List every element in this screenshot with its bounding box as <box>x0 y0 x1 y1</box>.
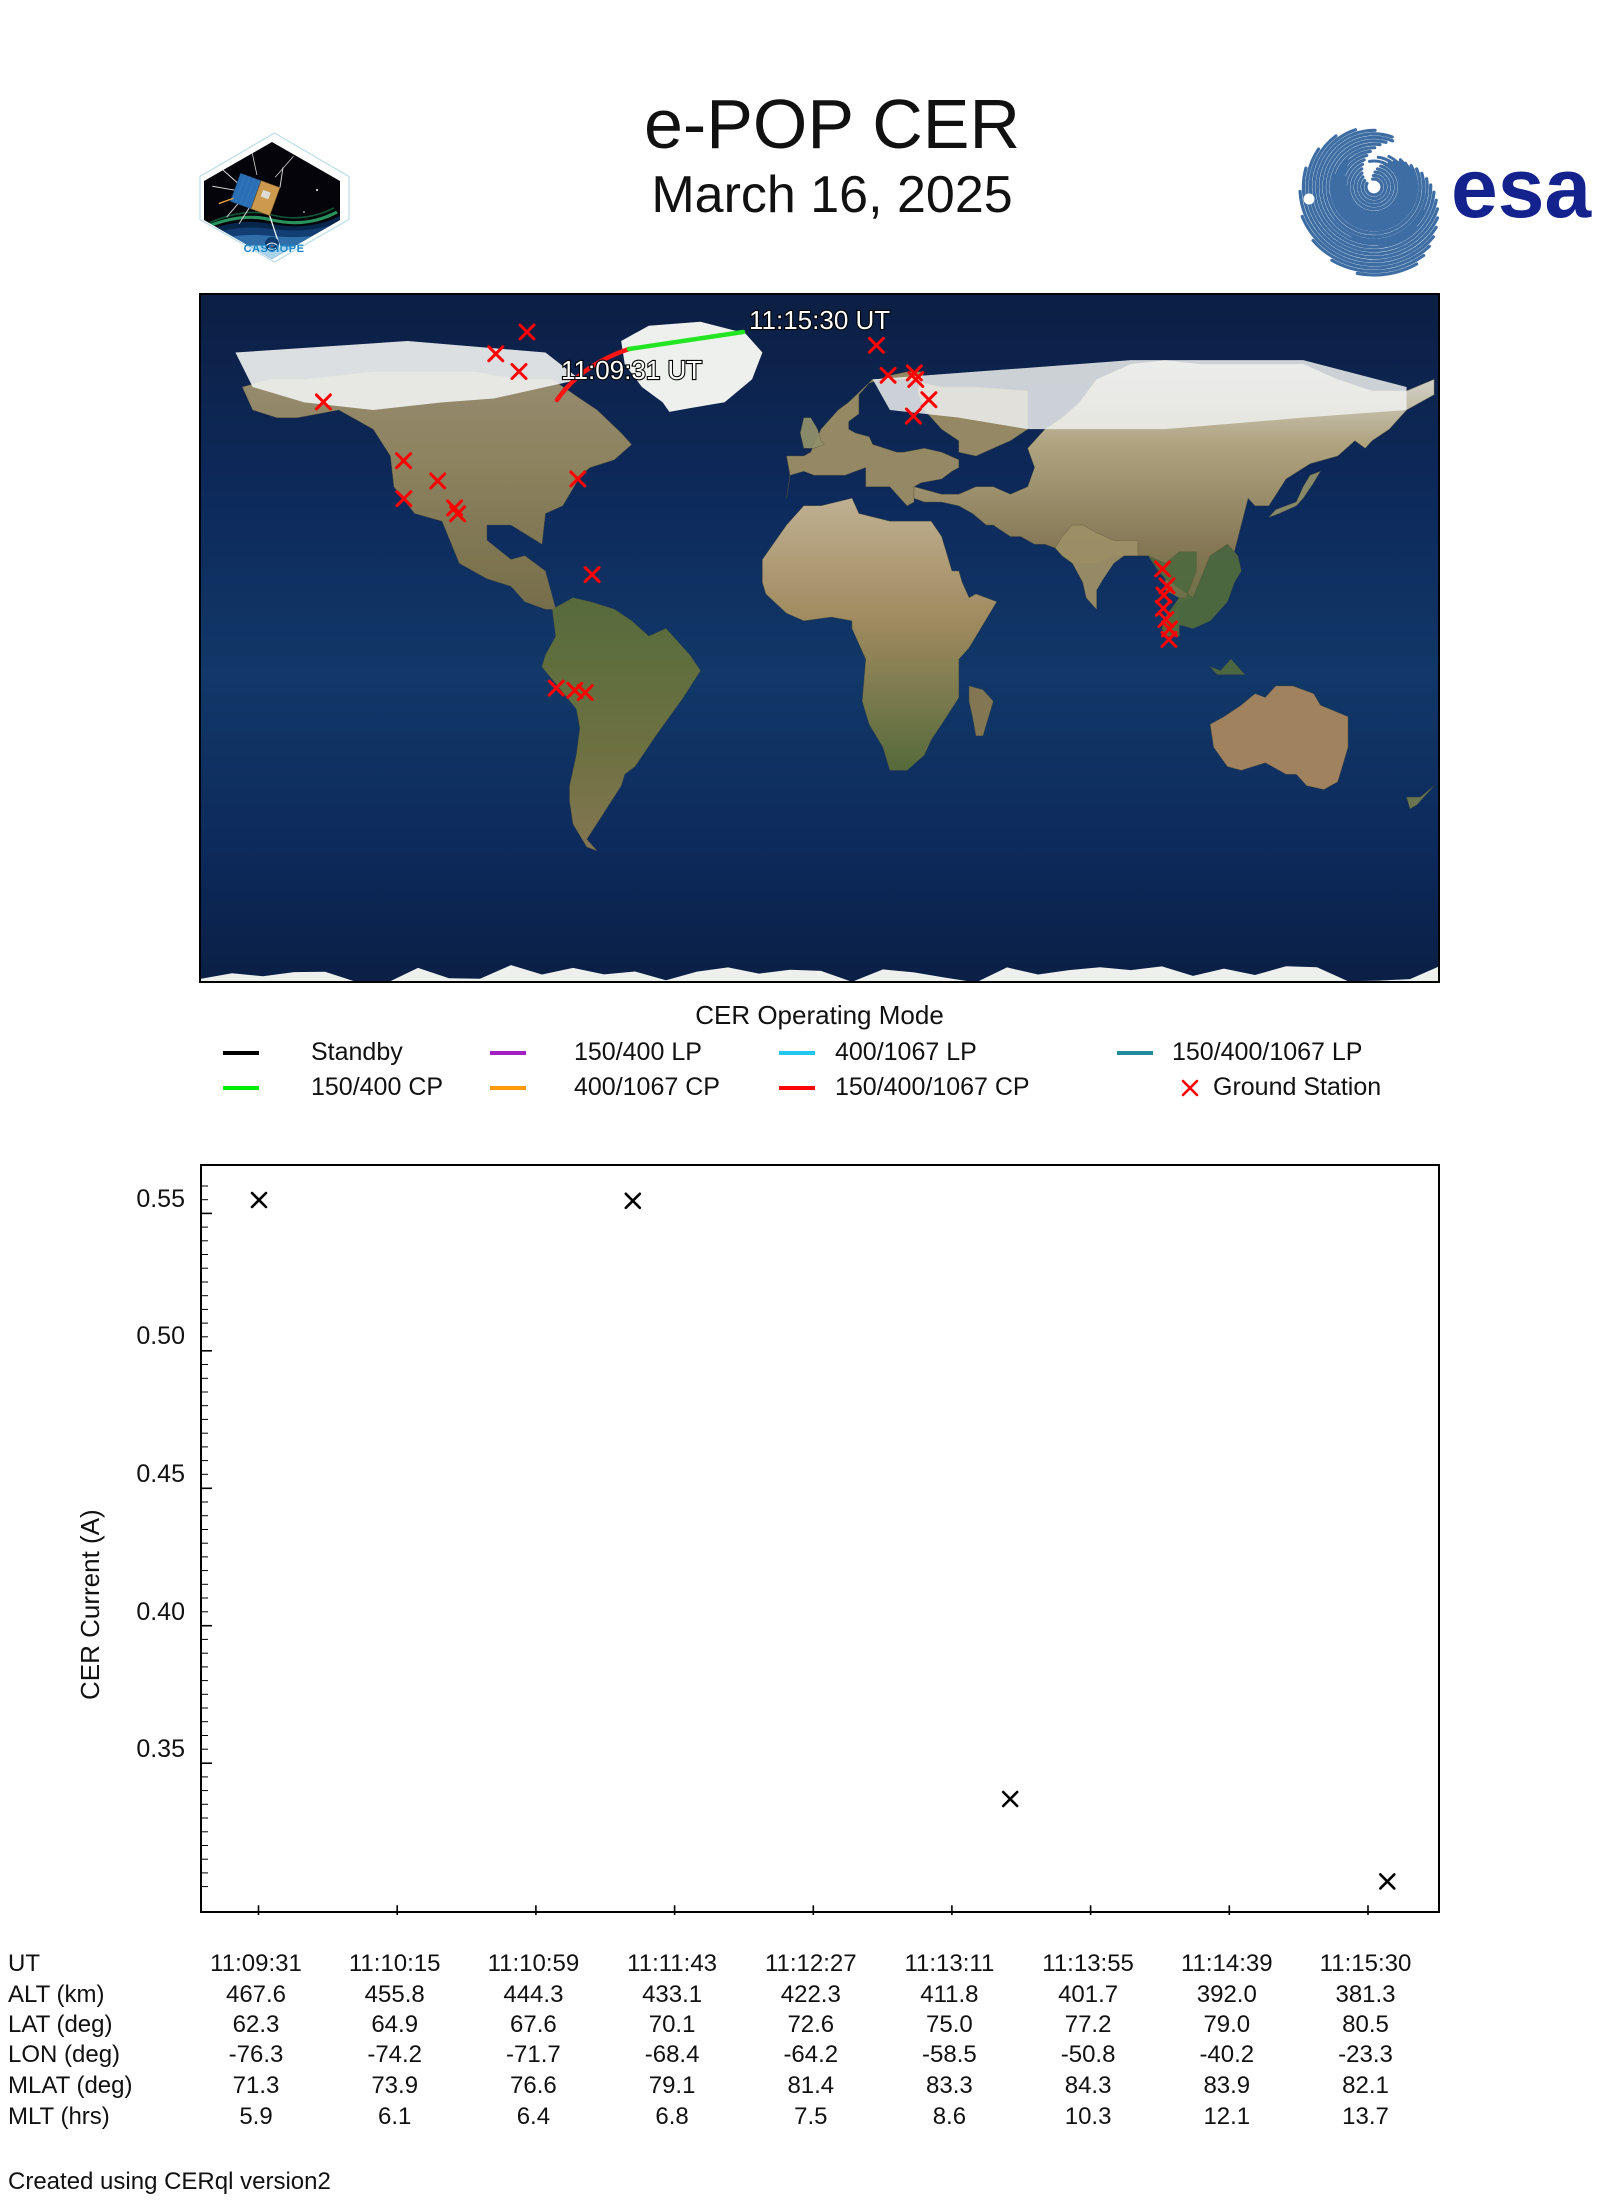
svg-text:11:09:31 UT: 11:09:31 UT <box>561 355 702 385</box>
svg-text:11:15:30 UT: 11:15:30 UT <box>749 305 890 335</box>
svg-text:CASSIOPE: CASSIOPE <box>244 243 305 255</box>
svg-text:esa: esa <box>1451 141 1592 235</box>
